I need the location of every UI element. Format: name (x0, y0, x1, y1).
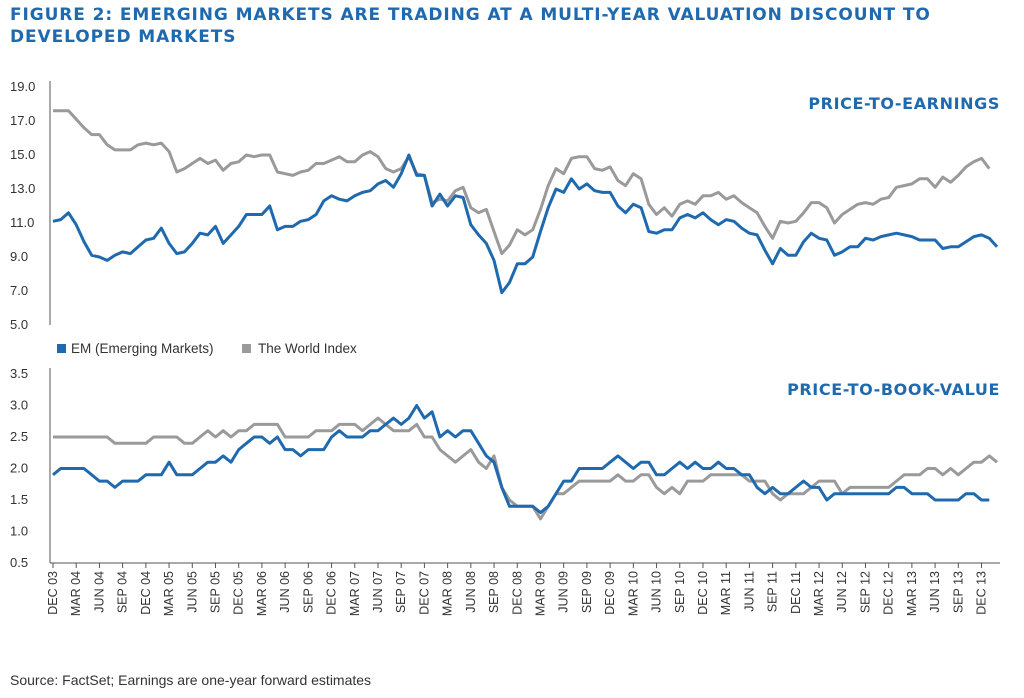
x-tick-label: MAR 13 (905, 571, 919, 616)
pb-y-axis: 0.5 1.0 1.5 2.0 2.5 3.0 3.5 (10, 366, 51, 570)
x-tick-label: SEP 07 (394, 571, 408, 613)
pe-y-tick-label: 9.0 (10, 249, 28, 264)
legend-em-label: EM (Emerging Markets) (71, 341, 214, 356)
x-axis: DEC 03 MAR 04 JUN 04 SEP 04 DEC 04 MAR 05 JUN … (46, 562, 1000, 616)
pe-world-line (53, 109, 991, 256)
x-tick-label: SEP 06 (301, 571, 315, 613)
x-tick-label: DEC 09 (603, 571, 617, 615)
pe-em-line (52, 153, 999, 295)
pe-y-tick-label: 7.0 (10, 283, 28, 298)
x-tick-label: JUN 11 (742, 571, 756, 612)
legend-em-swatch (57, 344, 66, 353)
x-tick-label: SEP 04 (116, 571, 130, 613)
x-tick-label: DEC 03 (46, 571, 60, 615)
pe-y-tick-label: 5.0 (10, 317, 28, 332)
x-tick-label: JUN 04 (92, 571, 106, 613)
x-tick-label: JUN 07 (371, 571, 385, 613)
x-tick-label: DEC 07 (417, 571, 431, 615)
pb-panel-title: PRICE-TO-BOOK-VALUE (787, 380, 1000, 399)
x-tick-label: MAR 08 (441, 571, 455, 616)
x-tick-label: DEC 10 (696, 571, 710, 615)
pe-y-tick-label: 17.0 (10, 113, 35, 128)
pb-panel: PRICE-TO-BOOK-VALUE 0.5 1.0 1.5 2.0 2.5 3.0 3.… (10, 366, 1000, 570)
x-tick-label: SEP 12 (859, 571, 873, 613)
pe-panel: PRICE-TO-EARNINGS 5.0 7.0 9.0 11.0 13.0 15.0 1… (10, 79, 1000, 332)
x-tick-label: MAR 10 (626, 571, 640, 616)
x-tick-label: DEC 12 (882, 571, 896, 615)
pb-y-tick-label: 0.5 (10, 555, 28, 570)
x-tick-label: SEP 05 (209, 571, 223, 613)
figure-title: FIGURE 2: EMERGING MARKETS ARE TRADING A… (10, 5, 931, 47)
pe-panel-title: PRICE-TO-EARNINGS (808, 94, 1000, 113)
x-tick-label: DEC 08 (510, 571, 524, 615)
pb-y-tick-label: 1.5 (10, 492, 28, 507)
source-note: Source: FactSet; Earnings are one-year f… (10, 672, 372, 688)
x-tick-label: MAR 06 (255, 571, 269, 616)
pe-y-axis: 5.0 7.0 9.0 11.0 13.0 15.0 17.0 19.0 (10, 79, 51, 332)
pe-y-tick-label: 13.0 (10, 181, 35, 196)
pb-y-tick-label: 1.0 (10, 524, 28, 539)
pb-world-line (53, 416, 998, 521)
pe-y-tick-label: 19.0 (10, 79, 35, 94)
x-tick-label: JUN 10 (650, 571, 664, 613)
x-tick-label: MAR 11 (719, 571, 733, 615)
pb-em-line (52, 404, 990, 515)
x-tick-label: JUN 05 (185, 571, 199, 613)
pb-y-tick-label: 3.5 (10, 366, 28, 381)
x-tick-label: SEP 09 (580, 571, 594, 613)
pe-y-tick-label: 15.0 (10, 147, 35, 162)
x-tick-label: JUN 12 (835, 571, 849, 613)
x-tick-label: MAR 09 (534, 571, 548, 616)
pb-y-tick-label: 3.0 (10, 398, 28, 413)
x-tick-label: JUN 06 (278, 571, 292, 613)
x-tick-label: MAR 04 (69, 571, 83, 616)
x-tick-label: JUN 09 (557, 571, 571, 613)
x-tick-label: SEP 13 (951, 571, 965, 613)
pe-series-lines (52, 109, 999, 295)
pb-series-lines (52, 404, 998, 521)
x-tick-label: DEC 11 (789, 571, 803, 614)
legend: EM (Emerging Markets) The World Index (57, 341, 357, 356)
pe-y-tick-label: 11.0 (10, 215, 34, 230)
legend-world-label: The World Index (258, 341, 357, 356)
x-tick-label: JUN 08 (464, 571, 478, 613)
x-tick-label: MAR 12 (812, 571, 826, 616)
pb-y-tick-label: 2.0 (10, 461, 28, 476)
x-tick-label: SEP 11 (766, 571, 780, 612)
x-tick-label: DEC 05 (232, 571, 246, 615)
pb-y-tick-label: 2.5 (10, 429, 28, 444)
x-tick-label: JUN 13 (928, 571, 942, 613)
x-tick-label: SEP 10 (673, 571, 687, 613)
x-tick-label: MAR 07 (348, 571, 362, 616)
x-tick-label: DEC 13 (975, 571, 989, 615)
x-tick-label: SEP 08 (487, 571, 501, 613)
x-tick-label: DEC 04 (139, 571, 153, 615)
x-tick-label: DEC 06 (325, 571, 339, 615)
x-tick-label: MAR 05 (162, 571, 176, 616)
legend-world-swatch (242, 344, 251, 353)
